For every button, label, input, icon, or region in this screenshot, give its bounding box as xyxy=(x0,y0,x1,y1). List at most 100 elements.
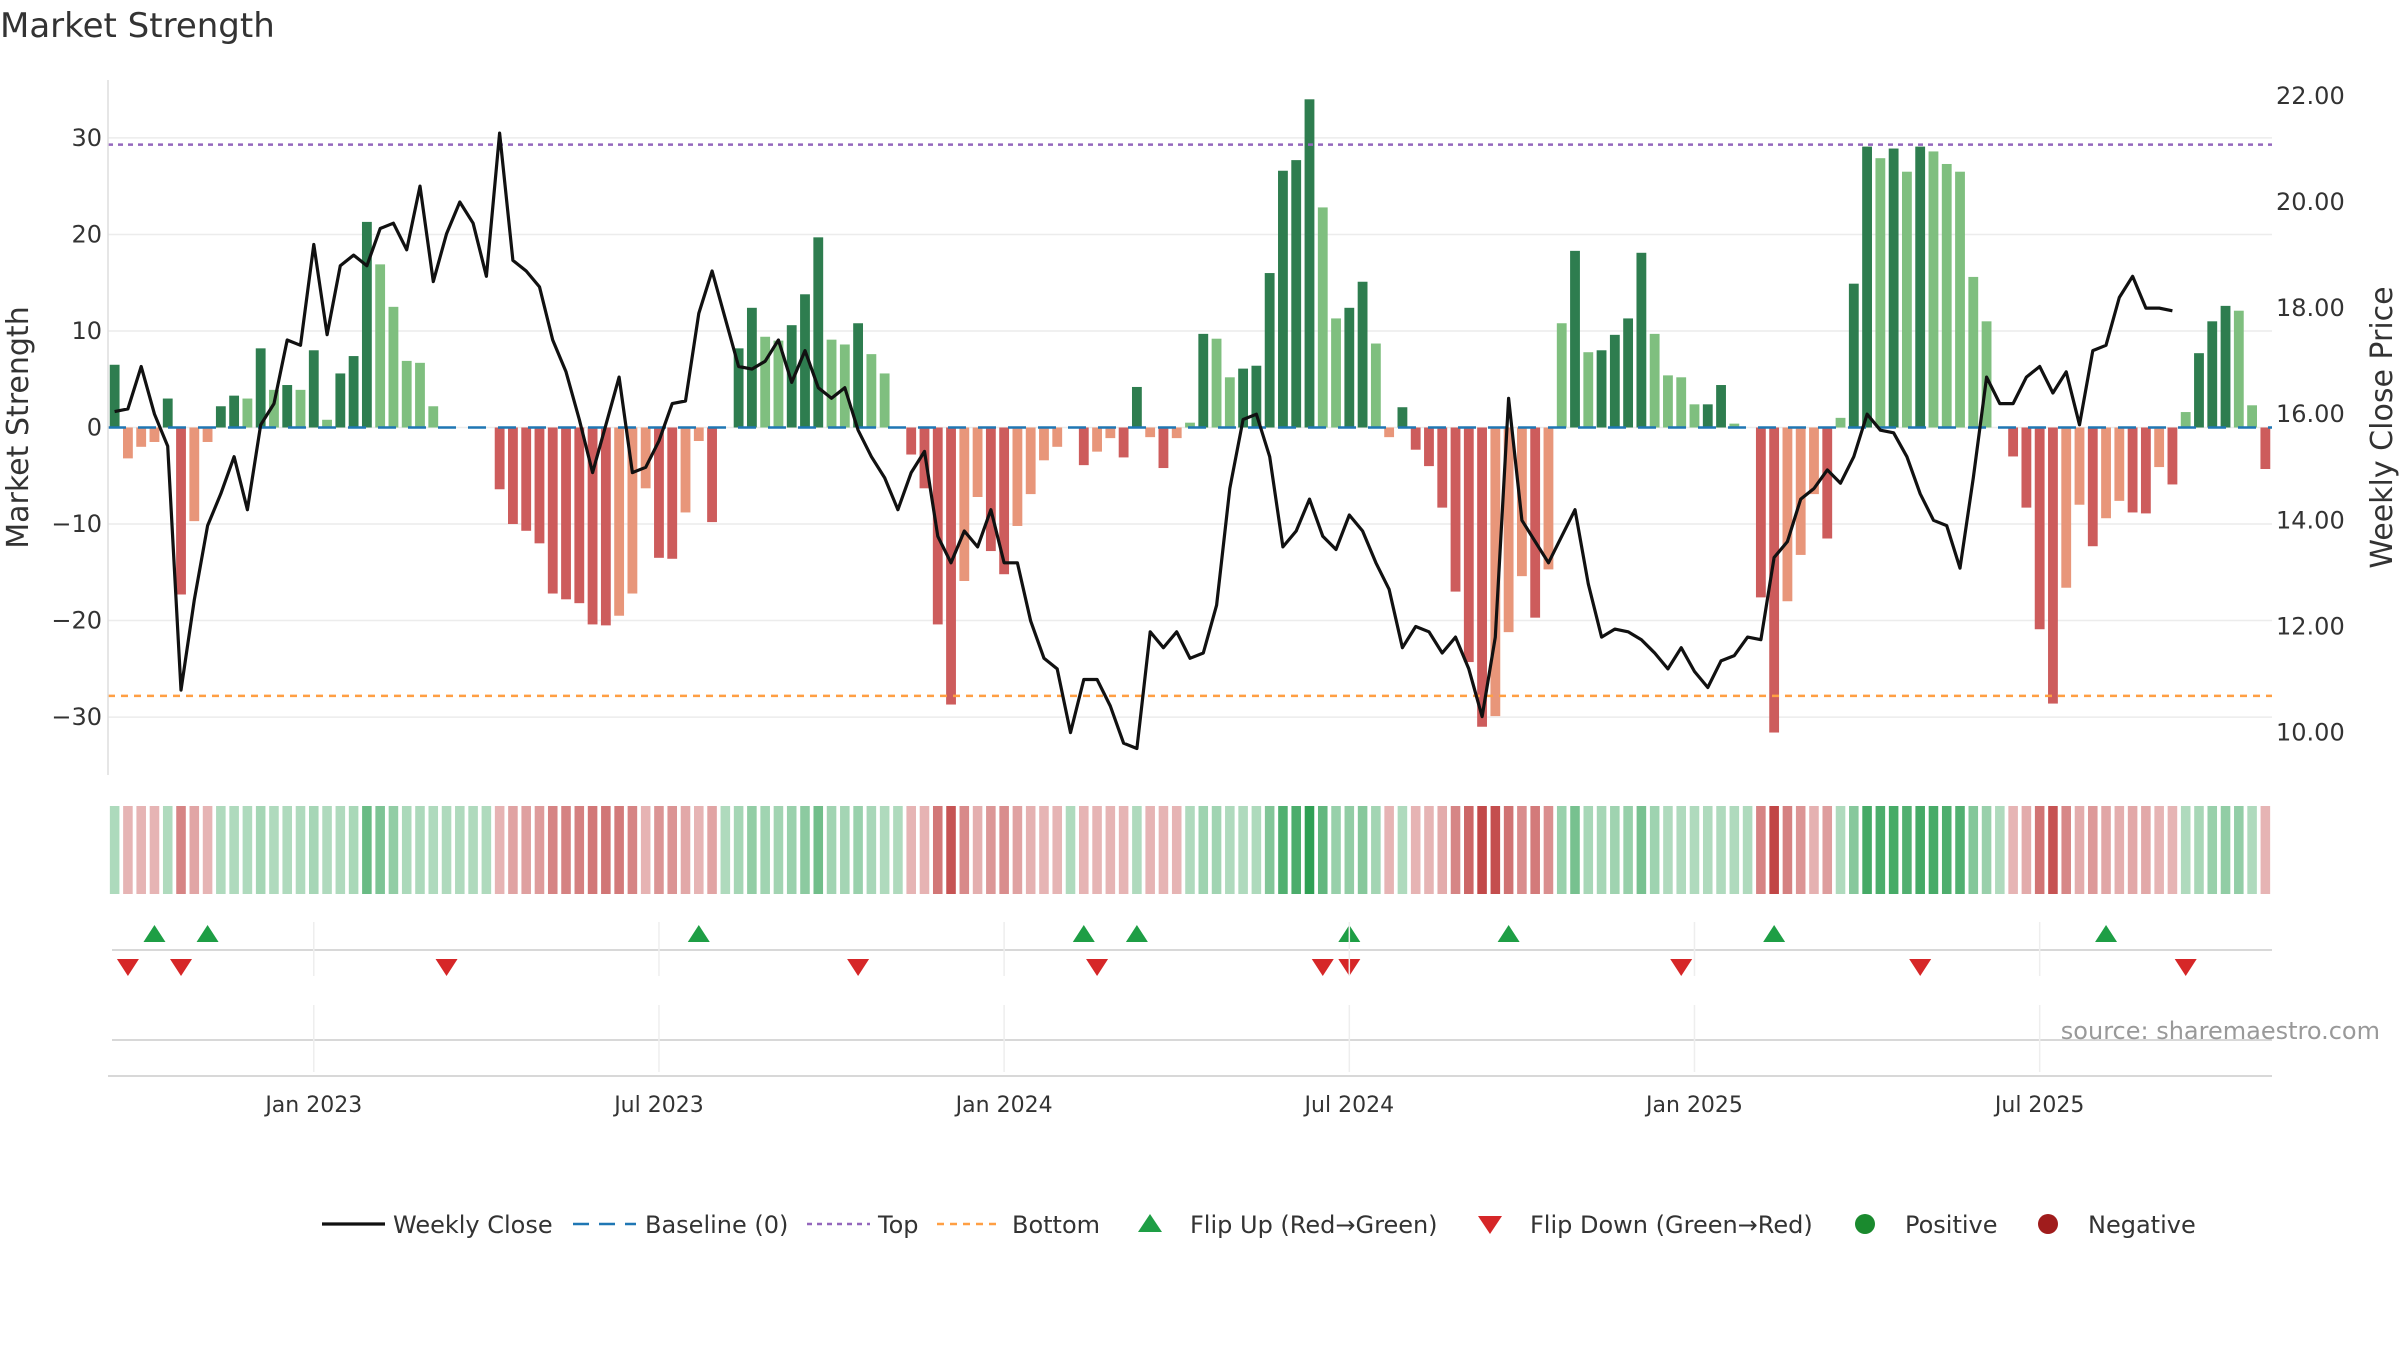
strength-bar xyxy=(866,354,877,428)
strength-bar xyxy=(242,398,253,428)
heat-cell xyxy=(149,806,160,894)
strength-bar xyxy=(1397,407,1408,428)
heat-cell xyxy=(1955,806,1965,894)
strength-bar xyxy=(853,323,864,428)
heat-cell xyxy=(1902,806,1912,894)
strength-bar xyxy=(1955,171,1965,428)
strength-bar xyxy=(308,350,319,428)
heat-cell xyxy=(999,806,1009,894)
strength-bar xyxy=(1516,427,1527,577)
strength-bar xyxy=(2233,310,2244,428)
heat-cell xyxy=(1211,806,1222,894)
heat-cell xyxy=(362,806,372,894)
strength-bar xyxy=(1424,427,1434,467)
heat-cell xyxy=(481,806,492,894)
heat-cell xyxy=(654,806,664,894)
heat-cell xyxy=(1769,806,1779,894)
heat-cell xyxy=(1822,806,1833,894)
strength-bar xyxy=(1437,427,1448,508)
heat-cell xyxy=(1304,806,1315,894)
heat-cell xyxy=(1782,806,1793,894)
strength-bar xyxy=(282,385,293,428)
heat-cell xyxy=(1384,806,1394,894)
strength-bar xyxy=(574,427,585,604)
y2-tick-label: 20.00 xyxy=(2276,188,2345,216)
legend-swatch xyxy=(1855,1214,1875,1234)
strength-bar xyxy=(693,427,704,442)
y-tick-label: −30 xyxy=(51,703,102,731)
strength-bar xyxy=(1105,427,1116,439)
heat-cell xyxy=(1968,806,1979,894)
heat-cell xyxy=(229,806,239,894)
heat-cell xyxy=(932,806,943,894)
heat-cell xyxy=(1756,806,1766,894)
heat-cell xyxy=(2074,806,2085,894)
x-tick-label: Jul 2023 xyxy=(612,1093,704,1118)
heat-cell xyxy=(627,806,638,894)
strength-bar xyxy=(494,427,505,490)
heat-cell xyxy=(401,806,412,894)
heat-cell xyxy=(2048,806,2058,894)
heat-cell xyxy=(1092,806,1102,894)
heat-cell xyxy=(707,806,717,894)
heat-cell xyxy=(1809,806,1819,894)
strength-bar xyxy=(707,427,717,523)
heat-cell xyxy=(1357,806,1368,894)
legend-swatch xyxy=(1138,1214,1162,1232)
strength-bar xyxy=(1782,427,1793,602)
weekly-close-line xyxy=(114,131,2173,751)
heat-cell xyxy=(2101,806,2111,894)
flip-up-marker xyxy=(1072,925,1095,942)
strength-bar xyxy=(1981,321,1992,428)
heat-cell xyxy=(813,806,824,894)
heat-cell xyxy=(866,806,877,894)
heat-cell xyxy=(441,806,452,894)
legend-label: Weekly Close xyxy=(393,1211,553,1239)
heat-cell xyxy=(1371,806,1381,894)
strength-bar xyxy=(136,427,147,447)
heat-cell xyxy=(601,806,611,894)
strength-bar xyxy=(269,389,279,428)
strength-bar xyxy=(322,419,332,428)
heat-cell xyxy=(282,806,293,894)
heat-cell xyxy=(1397,806,1408,894)
y-tick-label: 30 xyxy=(71,124,102,152)
strength-bar xyxy=(1915,146,1926,428)
strength-bar xyxy=(1450,427,1461,592)
strength-bar xyxy=(1185,422,1195,428)
heat-cell xyxy=(1915,806,1925,894)
strength-bar xyxy=(1224,377,1235,428)
strength-bar xyxy=(1928,151,1939,428)
heat-cell xyxy=(1225,806,1235,894)
strength-bar xyxy=(1729,423,1740,428)
strength-bar xyxy=(2034,427,2045,630)
heat-cell xyxy=(680,806,691,894)
heat-cell xyxy=(879,806,890,894)
flip-down-marker xyxy=(1086,959,1109,976)
strength-bar xyxy=(1171,427,1182,439)
heat-cell xyxy=(468,806,478,894)
legend: Weekly Close Baseline (0) Top Bottom Flip Up… xyxy=(322,1211,2196,1239)
heat-cell xyxy=(1702,806,1713,894)
strength-bars xyxy=(109,99,2271,733)
heat-cell xyxy=(348,806,359,894)
x-tick-label: Jan 2023 xyxy=(263,1093,362,1118)
heat-cell xyxy=(1185,806,1195,894)
strength-bar xyxy=(1370,343,1381,428)
heat-cell xyxy=(162,806,173,894)
heat-cell xyxy=(919,806,930,894)
strength-bar xyxy=(2061,427,2072,588)
legend-label: Flip Down (Green→Red) xyxy=(1530,1211,1813,1239)
heat-cell xyxy=(1835,806,1846,894)
heat-cell xyxy=(1317,806,1328,894)
strength-bar xyxy=(2260,427,2271,470)
legend-label: Negative xyxy=(2088,1211,2196,1239)
strength-bar xyxy=(1278,170,1288,428)
flip-markers xyxy=(112,925,2272,976)
strength-bar xyxy=(1078,427,1089,466)
heat-cell xyxy=(1132,806,1142,894)
heat-cell xyxy=(1689,806,1700,894)
strength-bar xyxy=(2048,427,2058,704)
heat-cell xyxy=(1676,806,1686,894)
heat-cell xyxy=(1171,806,1182,894)
